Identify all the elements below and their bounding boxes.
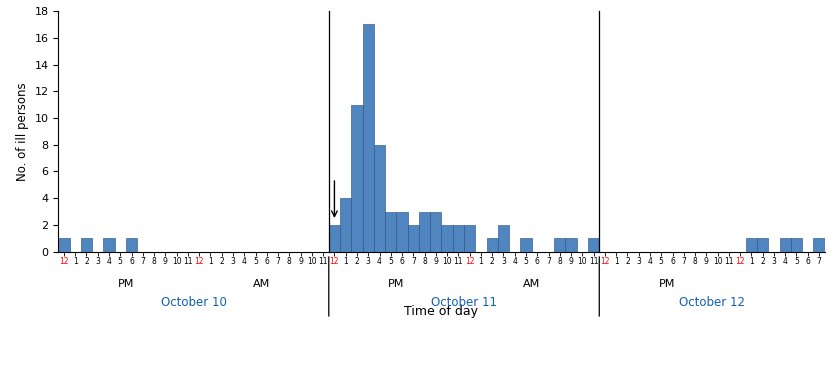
- Bar: [746, 238, 757, 252]
- Bar: [554, 238, 566, 252]
- Bar: [385, 212, 397, 252]
- Bar: [340, 198, 352, 252]
- Bar: [430, 212, 441, 252]
- Bar: [352, 105, 362, 252]
- Text: AM: AM: [252, 279, 270, 289]
- Bar: [791, 238, 802, 252]
- Bar: [441, 225, 453, 252]
- Bar: [362, 24, 374, 252]
- Bar: [81, 238, 92, 252]
- Bar: [407, 225, 419, 252]
- X-axis label: Time of day: Time of day: [405, 305, 478, 318]
- Bar: [780, 238, 791, 252]
- Bar: [126, 238, 137, 252]
- Bar: [453, 225, 464, 252]
- Bar: [486, 238, 498, 252]
- Bar: [419, 212, 430, 252]
- Y-axis label: No. of ill persons: No. of ill persons: [16, 82, 29, 181]
- Bar: [397, 212, 407, 252]
- Bar: [566, 238, 576, 252]
- Bar: [329, 225, 340, 252]
- Bar: [58, 238, 70, 252]
- Text: October 10: October 10: [161, 296, 227, 309]
- Text: AM: AM: [523, 279, 541, 289]
- Bar: [103, 238, 115, 252]
- Bar: [464, 225, 476, 252]
- Text: October 11: October 11: [431, 296, 497, 309]
- Bar: [757, 238, 768, 252]
- Bar: [813, 238, 825, 252]
- Text: October 12: October 12: [679, 296, 745, 309]
- Bar: [374, 145, 385, 252]
- Bar: [588, 238, 599, 252]
- Text: PM: PM: [117, 279, 134, 289]
- Bar: [521, 238, 531, 252]
- Bar: [498, 225, 509, 252]
- Text: PM: PM: [659, 279, 675, 289]
- Text: PM: PM: [388, 279, 405, 289]
